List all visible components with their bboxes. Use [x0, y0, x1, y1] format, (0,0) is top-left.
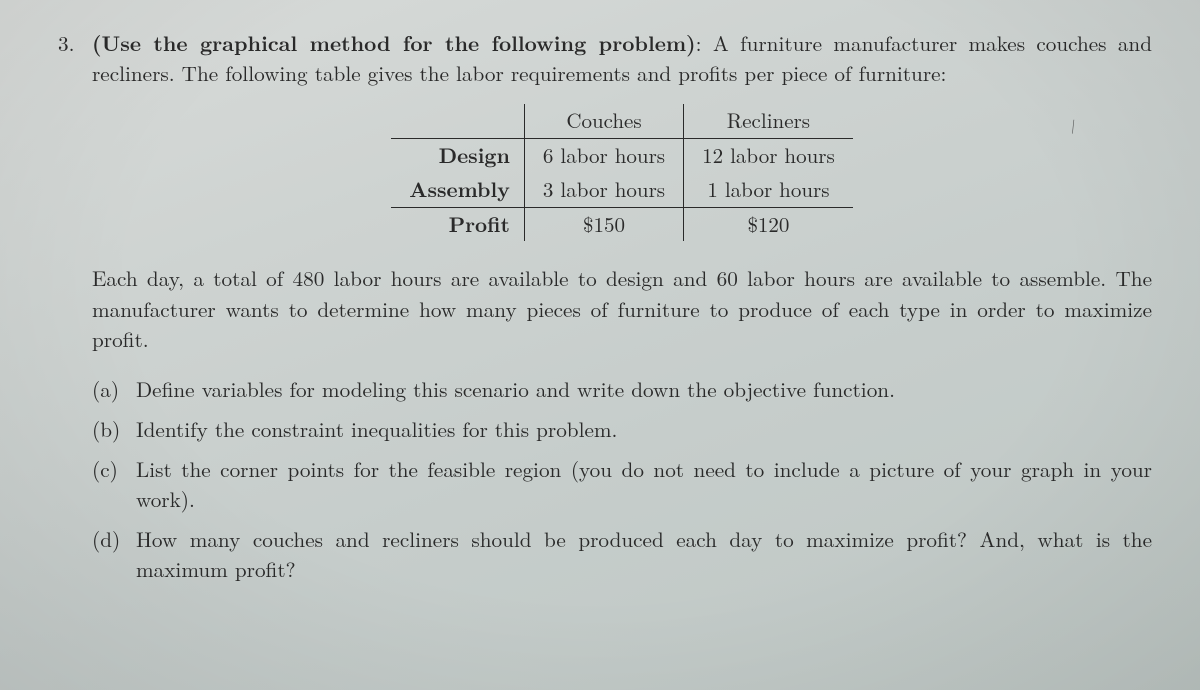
table-row: Assembly 3 labor hours 1 labor hours: [391, 173, 853, 207]
problem-body: (Use the graphical method for the follow…: [92, 28, 1152, 584]
part-a-label: (a): [92, 374, 136, 404]
intro-colon: :: [696, 28, 713, 58]
cell-design-recliners: 12 labor hours: [684, 139, 853, 173]
part-d: (d) How many couches and recliners shoul…: [92, 524, 1152, 584]
cell-design-couches: 6 labor hours: [524, 139, 683, 173]
table-header-row: Couches Recliners: [391, 104, 853, 138]
sub-parts: (a) Define variables for modeling this s…: [92, 374, 1152, 585]
part-b-text: Identify the constraint inequalities for…: [136, 414, 1152, 444]
cell-assembly-recliners: 1 labor hours: [684, 173, 853, 207]
row-label-assembly: Assembly: [391, 173, 524, 207]
problem-number: 3.: [58, 28, 92, 584]
intro-paragraph: (Use the graphical method for the follow…: [92, 28, 1152, 88]
part-b-label: (b): [92, 414, 136, 444]
stray-mark-icon: ｜: [1065, 117, 1081, 138]
cell-profit-couches: $150: [524, 207, 683, 241]
part-d-text: How many couches and recliners should be…: [136, 524, 1152, 584]
data-table-wrap: Couches Recliners Design 6 labor hours 1…: [92, 104, 1152, 241]
labor-profit-table: Couches Recliners Design 6 labor hours 1…: [391, 104, 853, 241]
part-c-label: (c): [92, 454, 136, 514]
part-c: (c) List the corner points for the feasi…: [92, 454, 1152, 514]
problem-block: 3. (Use the graphical method for the fol…: [58, 28, 1152, 584]
cell-profit-recliners: $120: [684, 207, 853, 241]
paragraph-constraints: Each day, a total of 480 labor hours are…: [92, 263, 1152, 353]
table-row: Profit $150 $120: [391, 207, 853, 241]
table-corner-blank: [391, 104, 524, 138]
cell-assembly-couches: 3 labor hours: [524, 173, 683, 207]
col-header-recliners: Recliners: [684, 104, 853, 138]
part-d-label: (d): [92, 524, 136, 584]
part-b: (b) Identify the constraint inequalities…: [92, 414, 1152, 444]
part-a: (a) Define variables for modeling this s…: [92, 374, 1152, 404]
part-c-text: List the corner points for the feasible …: [136, 454, 1152, 514]
row-label-profit: Profit: [391, 207, 524, 241]
table-row: Design 6 labor hours 12 labor hours: [391, 139, 853, 173]
part-a-text: Define variables for modeling this scena…: [136, 374, 1152, 404]
intro-bold-lead: (Use the graphical method for the follow…: [92, 28, 696, 58]
col-header-couches: Couches: [524, 104, 683, 138]
row-label-design: Design: [391, 139, 524, 173]
